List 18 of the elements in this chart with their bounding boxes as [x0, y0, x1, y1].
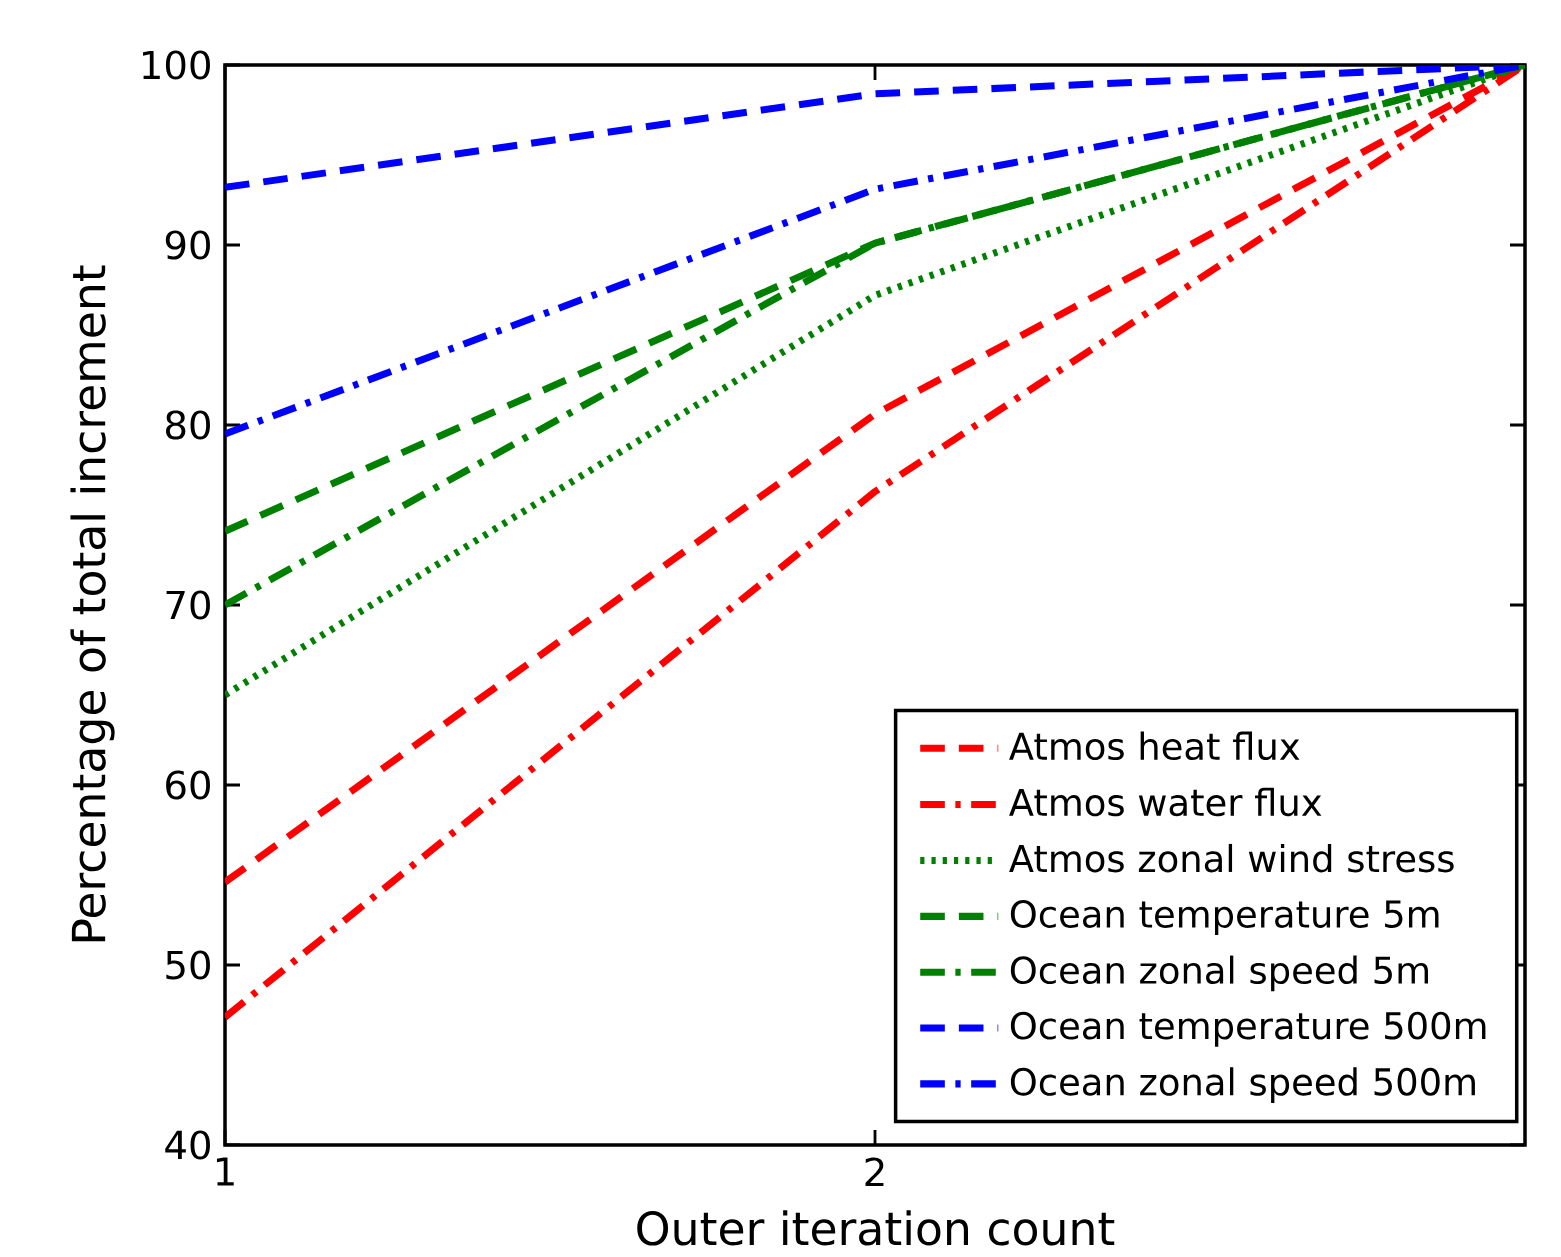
x-axis-title: Outer iteration count	[637, 1210, 1115, 1246]
y-tick-label: 50	[166, 950, 210, 980]
y-tick-label: 70	[166, 590, 210, 620]
y-tick-label: 60	[166, 770, 210, 800]
y-tick-label: 80	[166, 410, 210, 440]
x-tick-label: 1	[216, 1157, 234, 1186]
legend-label: Ocean zonal speed 500m	[1010, 1067, 1475, 1103]
legend-label: Ocean zonal speed 5m	[1010, 955, 1428, 992]
legend-label: Atmos water flux	[1009, 787, 1322, 817]
legend-label: Ocean temperature 5m	[1010, 899, 1439, 935]
legend-label: Atmos zonal wind stress	[1009, 843, 1454, 873]
legend-label: Ocean temperature 500m	[1010, 1011, 1486, 1047]
legend-label: Atmos heat flux	[1009, 731, 1300, 760]
x-tick-label: 2	[865, 1157, 884, 1186]
y-tick-label: 40	[165, 1130, 210, 1160]
y-tick-label: 90	[165, 230, 210, 260]
y-tick-label: 100	[143, 50, 210, 80]
y-axis-title: Percentage of total increment	[70, 265, 115, 941]
